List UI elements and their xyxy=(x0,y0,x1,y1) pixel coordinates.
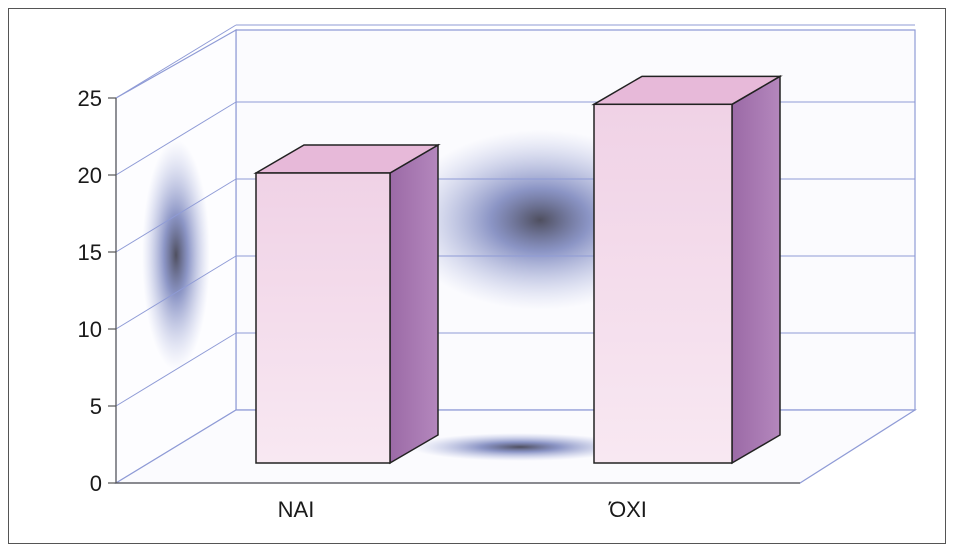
bar xyxy=(591,75,783,465)
side-gridline xyxy=(115,255,237,330)
bar-side-face xyxy=(731,75,781,465)
x-category-label: NAI xyxy=(278,497,315,522)
y-axis-ticks: 0 5 10 15 20 25 xyxy=(78,86,800,496)
bar xyxy=(253,143,441,465)
side-gridline xyxy=(115,332,237,407)
x-category-label: ΌΧΙ xyxy=(608,497,647,522)
bar-front-face xyxy=(593,103,733,464)
y-tick-label: 20 xyxy=(78,163,102,188)
gridlines xyxy=(115,24,915,407)
side-gridline xyxy=(115,178,237,253)
y-tick-label: 15 xyxy=(78,240,102,265)
bar-front-face xyxy=(255,172,391,464)
floor-shadow xyxy=(410,433,630,461)
side-wall-shadow xyxy=(142,140,210,370)
bars xyxy=(253,75,783,465)
side-gridline xyxy=(115,24,237,99)
y-tick-label: 5 xyxy=(90,394,102,419)
side-gridline xyxy=(115,101,237,176)
bar-side-face xyxy=(389,143,439,465)
y-tick-label: 25 xyxy=(78,86,102,111)
y-tick-label: 0 xyxy=(90,471,102,496)
x-axis-labels: NAI ΌΧΙ xyxy=(278,497,647,522)
y-tick-label: 10 xyxy=(78,317,102,342)
